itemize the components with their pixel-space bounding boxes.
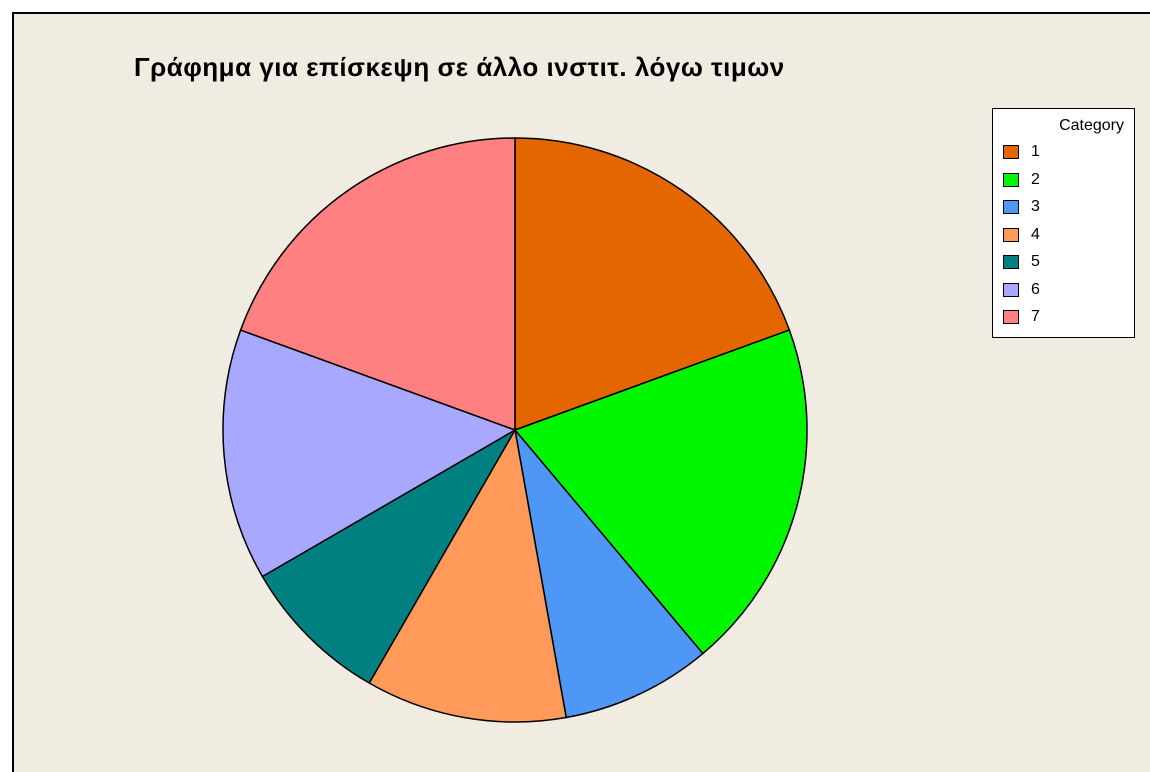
legend-swatch-1 — [1003, 145, 1019, 159]
legend-item-3: 3 — [1003, 197, 1040, 217]
legend-swatch-7 — [1003, 310, 1019, 324]
chart-title: Γράφημα για επίσκεψη σε άλλο ινστιτ. λόγ… — [134, 52, 785, 82]
pie-slice-5 — [261, 427, 518, 685]
legend-item-7: 7 — [1003, 307, 1040, 327]
legend-item-4: 4 — [1003, 225, 1040, 245]
legend: Category 1 2 3 4 5 6 7 — [992, 108, 1135, 338]
legend-swatch-6 — [1003, 282, 1019, 297]
legend-label-4: 4 — [1031, 225, 1040, 243]
legend-item-1: 1 — [1003, 142, 1040, 162]
pie-slice-2 — [513, 329, 808, 655]
legend-swatch-4 — [1003, 227, 1019, 242]
legend-label-5: 5 — [1031, 253, 1040, 270]
legend-label-2: 2 — [1031, 170, 1040, 188]
pie-slice-6 — [222, 329, 517, 578]
legend-label-1: 1 — [1031, 143, 1040, 160]
legend-swatch-3 — [1003, 200, 1019, 214]
legend-label-7: 7 — [1031, 308, 1040, 325]
legend-item-5: 5 — [1003, 252, 1040, 272]
pie-slice-4 — [368, 427, 568, 723]
legend-label-3: 3 — [1031, 198, 1040, 215]
legend-title: Category — [1059, 117, 1124, 134]
pie-slice-3 — [513, 427, 704, 719]
pie-slice-7 — [239, 137, 516, 432]
legend-swatch-5 — [1003, 255, 1019, 269]
legend-item-2: 2 — [1003, 170, 1040, 190]
legend-swatch-2 — [1003, 172, 1019, 187]
pie-slice-1 — [514, 137, 791, 432]
legend-label-6: 6 — [1031, 280, 1040, 298]
legend-item-6: 6 — [1003, 280, 1040, 300]
